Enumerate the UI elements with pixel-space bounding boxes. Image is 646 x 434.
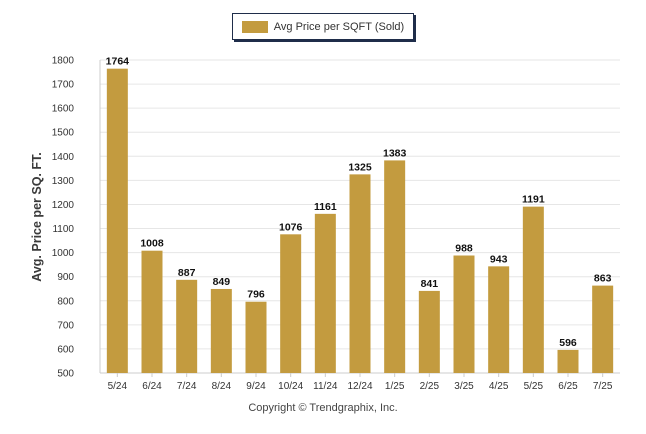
y-tick-label: 1600 <box>52 104 75 115</box>
data-label: 863 <box>594 273 612 285</box>
data-label: 1191 <box>522 194 545 206</box>
bar <box>314 213 336 373</box>
data-label: 841 <box>421 278 439 290</box>
data-label: 849 <box>213 276 231 288</box>
data-label: 1325 <box>348 161 372 173</box>
bar <box>245 301 267 373</box>
bar <box>210 288 232 373</box>
x-tick-label: 7/24 <box>177 381 197 392</box>
bar <box>106 68 128 373</box>
x-tick-label: 7/25 <box>593 381 613 392</box>
x-tick-label: 11/24 <box>313 381 338 392</box>
data-label: 1383 <box>383 147 407 159</box>
bar <box>384 160 406 373</box>
y-tick-label: 1000 <box>52 248 75 259</box>
legend: Avg Price per SQFT (Sold) <box>232 13 414 40</box>
y-tick-label: 1700 <box>52 80 75 91</box>
y-tick-label: 1500 <box>52 128 75 139</box>
legend-label: Avg Price per SQFT (Sold) <box>273 20 405 33</box>
x-tick-label: 9/24 <box>246 381 266 392</box>
x-tick-label: 5/25 <box>524 381 544 392</box>
data-label: 1008 <box>140 238 164 250</box>
bar <box>280 234 302 373</box>
data-label: 988 <box>455 243 473 255</box>
x-tick-label: 2/25 <box>420 381 440 392</box>
bar <box>418 290 440 373</box>
data-label: 1764 <box>106 56 130 68</box>
bar <box>522 206 544 373</box>
legend-swatch <box>241 20 268 33</box>
y-tick-label: 1800 <box>52 56 75 67</box>
bar <box>592 285 614 373</box>
y-tick-label: 1400 <box>52 152 75 163</box>
y-tick-label: 800 <box>57 296 74 307</box>
bar <box>176 279 198 373</box>
bar <box>349 174 371 373</box>
bar <box>453 255 475 373</box>
data-label: 943 <box>490 253 508 265</box>
data-label: 1161 <box>314 201 337 213</box>
bar <box>488 266 510 373</box>
data-label: 887 <box>178 267 196 279</box>
y-tick-label: 600 <box>57 344 74 355</box>
bar <box>557 349 579 373</box>
y-tick-label: 500 <box>57 369 74 380</box>
bar <box>141 250 163 373</box>
x-tick-label: 4/25 <box>489 381 509 392</box>
data-label: 796 <box>247 289 265 301</box>
x-tick-label: 6/25 <box>558 381 578 392</box>
x-tick-label: 10/24 <box>278 381 303 392</box>
x-tick-label: 12/24 <box>347 381 372 392</box>
y-tick-label: 1200 <box>52 200 75 211</box>
y-tick-label: 1300 <box>52 176 75 187</box>
x-tick-label: 3/25 <box>454 381 474 392</box>
copyright-text: Copyright © Trendgraphix, Inc. <box>248 402 398 414</box>
x-tick-label: 6/24 <box>142 381 162 392</box>
data-label: 1076 <box>279 221 303 233</box>
y-tick-label: 900 <box>57 272 74 283</box>
x-tick-label: 8/24 <box>212 381 232 392</box>
x-tick-label: 5/24 <box>108 381 128 392</box>
y-tick-label: 700 <box>57 320 74 331</box>
y-tick-label: 1100 <box>52 224 74 235</box>
x-tick-label: 1/25 <box>385 381 405 392</box>
data-label: 596 <box>559 337 577 349</box>
